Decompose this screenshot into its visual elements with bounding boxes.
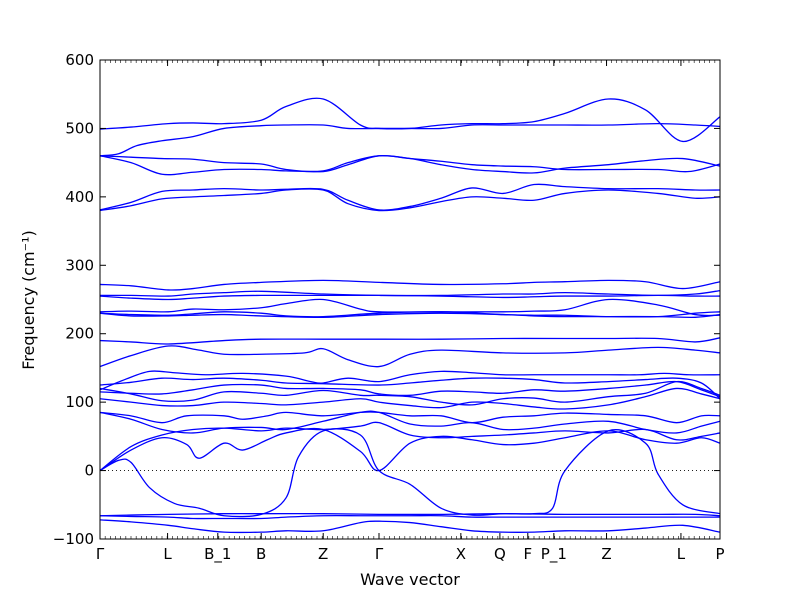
band-line-15 xyxy=(99,370,721,391)
band-line-10 xyxy=(99,298,721,317)
band-line-26 xyxy=(99,514,720,520)
y-tick-label: 400 xyxy=(65,188,94,206)
x-tick-label: P xyxy=(715,545,724,563)
x-tick-label: Z xyxy=(318,545,328,563)
band-line-7 xyxy=(99,279,721,291)
x-tick-label: B xyxy=(256,545,266,563)
band-line-20 xyxy=(99,411,721,424)
band-line-24 xyxy=(99,428,721,518)
y-ticks-group: −100 0 100 200 300 400 500 600 xyxy=(53,51,720,548)
y-tick-label: 200 xyxy=(65,325,94,343)
x-axis-label: Wave vector xyxy=(360,570,460,589)
band-line-9 xyxy=(99,294,721,301)
y-tick-label: 0 xyxy=(84,462,94,480)
band-line-25 xyxy=(99,512,721,517)
band-line-6 xyxy=(99,188,721,212)
x-tick-label: Γ xyxy=(96,545,105,563)
band-line-27 xyxy=(99,519,721,534)
band-lines-group xyxy=(99,97,721,534)
y-tick-label: 100 xyxy=(65,393,94,411)
band-line-18 xyxy=(99,380,721,406)
y-tick-label: 500 xyxy=(65,119,94,137)
x-tick-label: Γ xyxy=(375,545,384,563)
plot-frame-group xyxy=(99,59,721,540)
x-tick-label: B_1 xyxy=(204,545,231,564)
band-line-22 xyxy=(99,421,721,472)
band-line-1 xyxy=(99,97,721,143)
y-axis-label: Frequency (cm⁻¹) xyxy=(19,230,38,369)
x-tick-label: L xyxy=(163,545,172,563)
band-line-12 xyxy=(99,312,721,319)
x-tick-label: P_1 xyxy=(541,545,567,564)
plot-frame xyxy=(99,59,721,540)
band-line-13 xyxy=(99,337,721,345)
band-line-14 xyxy=(99,345,721,368)
band-line-4 xyxy=(99,155,721,176)
x-tick-label: F xyxy=(523,545,532,563)
band-line-16 xyxy=(99,377,721,400)
band-line-21 xyxy=(99,410,721,434)
x-tick-label: Z xyxy=(601,545,611,563)
x-tick-label: Q xyxy=(494,545,506,563)
y-tick-label: 300 xyxy=(65,256,94,274)
x-tick-label: L xyxy=(677,545,686,563)
x-tick-label: X xyxy=(456,545,466,563)
y-tick-label: −100 xyxy=(53,530,94,548)
band-line-19 xyxy=(99,387,721,410)
band-line-17 xyxy=(99,380,721,398)
y-tick-label: 600 xyxy=(65,51,94,69)
band-line-2 xyxy=(99,122,721,157)
x-ticks-group: Γ L B_1 B Z Γ X Q F P_1 Z L P xyxy=(96,60,725,564)
